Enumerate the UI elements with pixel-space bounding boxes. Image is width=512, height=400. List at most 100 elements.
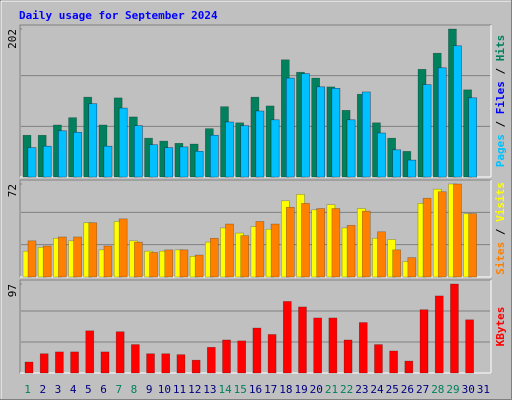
x-tick-label: 24	[370, 383, 384, 396]
bar	[392, 249, 401, 278]
bar	[301, 203, 310, 278]
bar	[422, 84, 432, 178]
bar	[88, 103, 98, 178]
x-tick-label: 7	[115, 383, 122, 396]
bar	[149, 252, 158, 278]
bar	[55, 351, 64, 374]
bar	[343, 339, 353, 374]
x-tick-label: 30	[462, 383, 475, 396]
legend-entry: Hits	[494, 35, 507, 62]
bar	[240, 125, 250, 178]
bar	[407, 159, 417, 178]
bar	[255, 221, 265, 278]
bar	[358, 322, 368, 374]
legend-entry: Sites	[494, 242, 507, 275]
x-tick-label: 12	[188, 383, 201, 396]
bar	[103, 145, 113, 178]
x-tick-label: 17	[264, 383, 277, 396]
bar	[179, 146, 189, 178]
x-tick-label: 22	[340, 383, 353, 396]
bar	[453, 183, 462, 278]
bar	[285, 77, 295, 178]
bar	[404, 360, 414, 374]
x-tick-label: 10	[158, 383, 171, 396]
bar	[316, 86, 325, 178]
bar	[237, 340, 247, 374]
legend-entry: KBytes	[494, 307, 507, 347]
x-tick-label: 1	[24, 383, 31, 396]
bar	[85, 330, 95, 374]
bar	[176, 354, 186, 374]
bar	[285, 206, 295, 278]
bar	[118, 107, 128, 178]
bar	[301, 73, 310, 178]
bar	[131, 344, 140, 374]
bar	[328, 317, 338, 374]
x-tick-label: 8	[131, 383, 138, 396]
bar	[346, 225, 356, 278]
legend-entry: Pages	[494, 134, 507, 167]
x-tick-label: 9	[146, 383, 153, 396]
x-tick-label: 20	[310, 383, 323, 396]
bar	[161, 353, 171, 374]
bar	[437, 67, 447, 178]
bar	[164, 147, 174, 178]
bar	[100, 351, 110, 374]
bar	[134, 125, 143, 178]
bar	[407, 257, 417, 278]
bar	[225, 223, 234, 278]
bar	[115, 331, 125, 374]
bar	[39, 353, 49, 374]
x-tick-label: 23	[355, 383, 368, 396]
bar	[419, 309, 429, 374]
bar	[422, 197, 432, 278]
x-tick-label: 11	[173, 383, 186, 396]
bar	[434, 295, 444, 374]
bar	[70, 351, 79, 374]
bar	[149, 144, 158, 178]
bar	[146, 353, 155, 374]
bar	[346, 119, 356, 178]
bar	[255, 110, 265, 178]
x-tick-label: 19	[294, 383, 307, 396]
legend-entry: Visits	[494, 182, 507, 222]
x-tick-label: 3	[55, 383, 62, 396]
bar	[194, 151, 204, 178]
legend-separator: /	[494, 222, 507, 242]
bar	[374, 344, 383, 374]
legend: Pages / Files / Hits	[494, 35, 507, 168]
bar	[73, 236, 82, 278]
y-tick-label: 97	[6, 284, 19, 297]
bar	[191, 359, 201, 374]
x-tick-label: 21	[325, 383, 338, 396]
x-tick-label: 5	[85, 383, 92, 396]
bar	[225, 121, 234, 178]
bar	[270, 223, 280, 278]
x-tick-label: 29	[446, 383, 459, 396]
x-tick-label: 6	[100, 383, 107, 396]
x-tick-label: 13	[203, 383, 216, 396]
bar	[194, 254, 204, 278]
bar	[270, 119, 280, 178]
bar	[118, 218, 128, 278]
bar	[24, 361, 34, 374]
bar	[361, 210, 371, 278]
x-tick-label: 18	[279, 383, 292, 396]
bar	[377, 231, 386, 278]
bar	[453, 45, 462, 178]
x-tick-label: 31	[477, 383, 490, 396]
bar	[331, 208, 341, 278]
x-tick-label: 2	[39, 383, 46, 396]
bar	[298, 306, 307, 374]
bar	[27, 240, 37, 278]
bar	[88, 222, 98, 278]
bar	[210, 134, 219, 178]
bar	[42, 245, 52, 278]
bar	[179, 249, 189, 278]
bar	[210, 237, 219, 278]
legend-separator: /	[494, 61, 507, 81]
x-tick-label: 16	[249, 383, 262, 396]
legend-separator: /	[494, 114, 507, 134]
